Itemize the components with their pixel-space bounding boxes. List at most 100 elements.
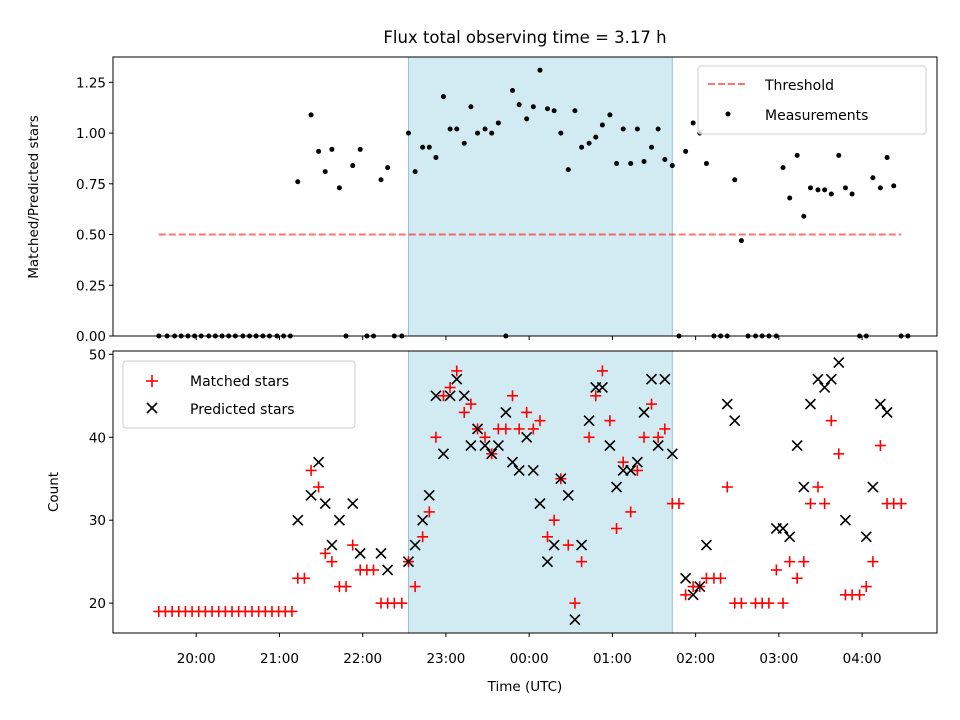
measurement-point: [495, 120, 501, 126]
predicted-star-marker: [305, 489, 317, 501]
predicted-star-marker: [534, 498, 546, 510]
predicted-star-marker: [326, 539, 338, 551]
legend-matched-label: Matched stars: [190, 374, 289, 390]
predicted-star-marker: [417, 514, 429, 526]
measurement-point: [558, 130, 564, 136]
matched-star-marker: [770, 564, 782, 576]
matched-star-marker: [541, 531, 553, 543]
matched-star-marker: [437, 390, 449, 402]
measurement-point: [634, 126, 640, 132]
matched-star-marker: [451, 365, 463, 377]
measurement-point: [322, 169, 328, 175]
measurement-point: [482, 126, 488, 132]
matched-star-marker: [465, 398, 477, 410]
measurement-point: [842, 185, 848, 191]
matched-star-marker: [854, 589, 866, 601]
matched-star-marker: [625, 506, 637, 518]
xtick-label: 04:00: [843, 651, 882, 667]
predicted-star-marker: [492, 439, 504, 452]
measurement-point: [649, 144, 655, 150]
predicted-star-marker: [680, 572, 692, 584]
measurement-point: [336, 185, 342, 191]
predicted-star-marker: [666, 448, 678, 460]
xtick-label: 22:00: [343, 651, 382, 667]
predicted-star-marker: [458, 390, 470, 402]
predicted-star-marker: [513, 464, 525, 477]
matched-star-marker: [576, 556, 588, 568]
measurement-point: [510, 87, 516, 93]
predicted-star-marker: [562, 489, 574, 501]
predicted-star-marker: [430, 390, 442, 402]
measurement-point: [357, 146, 363, 152]
measurement-point: [489, 130, 495, 136]
predicted-star-marker: [700, 539, 713, 551]
measurement-point: [385, 165, 391, 171]
matched-star-marker: [791, 572, 803, 584]
predicted-star-marker: [867, 481, 879, 493]
measurement-point: [807, 185, 813, 191]
top-ytick-label: 0.50: [76, 228, 106, 244]
legend-measurements-swatch: [725, 111, 731, 117]
matched-star-marker: [347, 539, 359, 551]
measurement-point: [524, 116, 530, 122]
measurement-point: [412, 169, 418, 175]
predicted-star-marker: [506, 456, 519, 468]
predicted-star-marker: [596, 381, 608, 394]
measurement-point: [877, 185, 883, 191]
measurement-point: [447, 126, 453, 132]
measurement-point: [551, 108, 557, 114]
matched-star-marker: [874, 440, 886, 452]
xtick-label: 00:00: [510, 651, 549, 667]
bottom-ytick-label: 20: [89, 596, 106, 612]
bottom-ytick-label: 30: [89, 513, 106, 529]
top-y-axis-label: Matched/Predicted stars: [26, 115, 42, 278]
matched-star-marker: [825, 415, 837, 427]
matched-star-marker: [798, 556, 810, 568]
predicted-star-marker: [819, 381, 831, 394]
predicted-star-marker: [541, 556, 554, 568]
measurement-point: [884, 154, 890, 160]
matched-star-marker: [444, 381, 456, 393]
matched-star-marker: [646, 398, 658, 410]
measurement-point: [641, 158, 647, 164]
matched-star-marker: [562, 539, 574, 551]
predicted-star-marker: [292, 514, 304, 526]
top-axes-frame: [112, 56, 938, 337]
predicted-star-marker: [313, 456, 325, 468]
top-ytick-label: 0.75: [76, 177, 106, 193]
xtick-label: 21:00: [260, 651, 299, 667]
matched-star-marker: [804, 498, 816, 510]
predicted-star-marker: [555, 473, 567, 485]
matched-star-marker: [763, 597, 775, 609]
predicted-star-marker: [347, 498, 359, 510]
predicted-star-marker: [798, 481, 810, 493]
top-ytick-label: 1.00: [76, 126, 106, 142]
xtick-label: 02:00: [676, 651, 715, 667]
predicted-star-marker: [860, 531, 872, 543]
measurement-point: [572, 108, 578, 114]
bottom-panel: 20 30 40 50 20:00 21:00 22:00 23:00 00:00 01:00 0…: [46, 347, 938, 695]
measurement-point: [620, 126, 626, 132]
matched-star-marker: [313, 481, 325, 493]
predicted-star-marker: [465, 439, 477, 452]
measurement-point: [378, 177, 384, 183]
measurement-point: [295, 179, 301, 185]
measurement-point: [815, 187, 821, 193]
matched-star-marker: [569, 597, 581, 609]
measurement-point: [780, 165, 786, 171]
top-ytick-label: 0.00: [76, 329, 106, 345]
predicted-star-marker: [812, 373, 824, 385]
predicted-star-marker: [354, 547, 366, 559]
xtick-label: 20:00: [177, 651, 216, 667]
matched-star-marker: [860, 581, 872, 593]
predicted-star-marker: [610, 481, 623, 493]
predicted-star-marker: [402, 556, 415, 568]
matched-star-marker: [631, 464, 643, 476]
predicted-star-marker: [548, 539, 560, 551]
predicted-star-marker: [881, 406, 893, 418]
matched-star-marker: [611, 522, 623, 534]
top-shaded-region: [408, 57, 673, 336]
top-panel: 0.00 0.25 0.50 0.75 1.00 1.25 Flux total obse…: [26, 28, 938, 345]
measurement-point: [440, 94, 446, 100]
